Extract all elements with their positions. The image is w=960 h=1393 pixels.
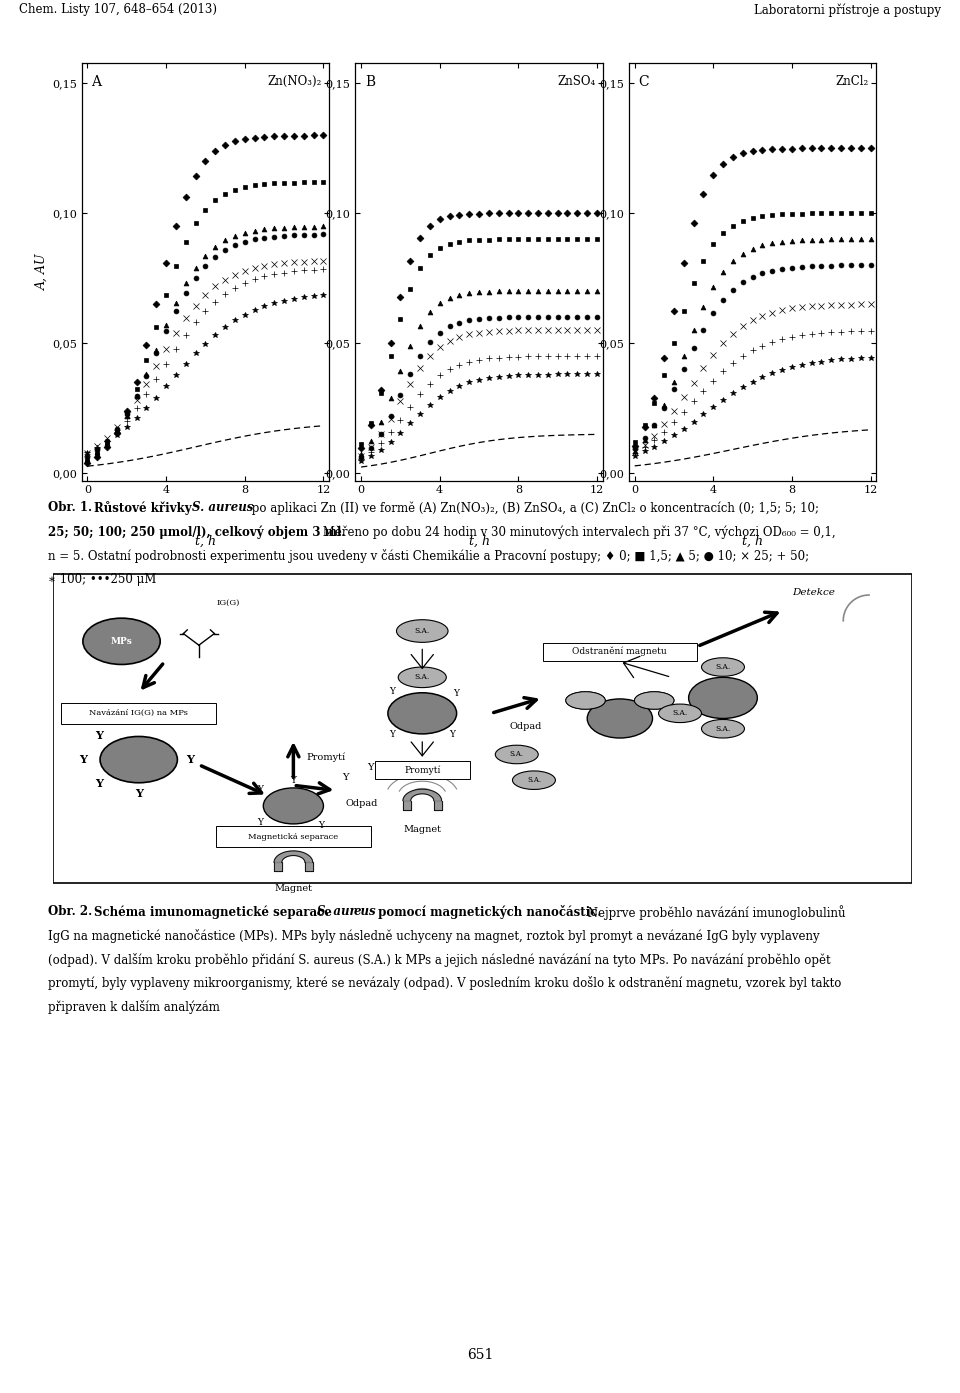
Text: (odpad). V dalším kroku proběhlo přidání S. aureus (S.A.) k MPs a jejich následn: (odpad). V dalším kroku proběhlo přidání… xyxy=(48,953,830,967)
Text: Y: Y xyxy=(342,773,348,783)
Text: 25; 50; 100; 250 μmol/l), celkový objem 3 ml.: 25; 50; 100; 250 μmol/l), celkový objem … xyxy=(48,525,346,539)
Ellipse shape xyxy=(635,692,674,709)
Circle shape xyxy=(83,618,160,664)
Text: Laboratorni přístroje a postupy: Laboratorni přístroje a postupy xyxy=(754,3,941,17)
Text: Růstové křivky: Růstové křivky xyxy=(94,501,196,515)
Text: pomocí magnetických nanočástic.: pomocí magnetických nanočástic. xyxy=(374,905,602,919)
Text: Y: Y xyxy=(290,776,297,784)
Text: Y: Y xyxy=(449,730,456,740)
Text: Y: Y xyxy=(318,820,324,830)
Polygon shape xyxy=(403,801,411,809)
Text: Y: Y xyxy=(368,763,374,772)
Circle shape xyxy=(263,788,324,823)
Text: S.A.: S.A. xyxy=(527,776,541,784)
Bar xyxy=(216,826,371,847)
Text: připraven k dalším analýzám: připraven k dalším analýzám xyxy=(48,1000,220,1014)
Ellipse shape xyxy=(702,657,744,676)
Text: eus: eus xyxy=(353,905,376,918)
Ellipse shape xyxy=(398,667,446,688)
Text: ZnCl₂: ZnCl₂ xyxy=(836,75,869,88)
Text: Y: Y xyxy=(186,754,194,765)
Text: Y: Y xyxy=(389,730,395,740)
Circle shape xyxy=(688,677,757,719)
Text: Y: Y xyxy=(134,787,143,798)
Text: Odpad: Odpad xyxy=(509,722,541,731)
Ellipse shape xyxy=(565,692,605,709)
Ellipse shape xyxy=(702,720,744,738)
Text: S. aureus: S. aureus xyxy=(192,501,253,514)
Text: Magnetická separace: Magnetická separace xyxy=(249,833,339,841)
Text: S. aur: S. aur xyxy=(317,905,355,918)
Bar xyxy=(61,703,216,723)
Text: t, h: t, h xyxy=(468,535,490,547)
Text: S.A.: S.A. xyxy=(715,663,731,671)
Text: Odpad: Odpad xyxy=(346,800,378,808)
Polygon shape xyxy=(274,862,282,872)
Text: po aplikaci Zn (II) ve formě (A) Zn(NO₃)₂, (B) ZnSO₄, a (C) ZnCl₂ o koncentracíc: po aplikaci Zn (II) ve formě (A) Zn(NO₃)… xyxy=(248,501,819,515)
Text: Schéma imunomagnetické separace: Schéma imunomagnetické separace xyxy=(94,905,336,919)
Circle shape xyxy=(588,699,653,738)
Text: A: A xyxy=(91,75,102,89)
Text: IG(G): IG(G) xyxy=(216,599,239,607)
Y-axis label: A, AU: A, AU xyxy=(36,254,49,290)
Text: Měřeno po dobu 24 hodin v 30 minutových intervalech při 37 °C, výchozi OD₆₀₀ = 0: Měřeno po dobu 24 hodin v 30 minutových … xyxy=(319,525,835,539)
Text: Y: Y xyxy=(257,818,263,827)
Text: t, h: t, h xyxy=(195,535,216,547)
Text: Y: Y xyxy=(389,687,395,696)
Circle shape xyxy=(100,737,178,783)
Polygon shape xyxy=(403,790,442,801)
Bar xyxy=(375,761,469,779)
Ellipse shape xyxy=(659,703,702,723)
Text: Y: Y xyxy=(453,688,459,698)
Text: S.A.: S.A. xyxy=(715,724,731,733)
Text: Y: Y xyxy=(257,784,263,794)
Text: 651: 651 xyxy=(467,1348,493,1362)
Text: ZnSO₄: ZnSO₄ xyxy=(557,75,595,88)
Text: C: C xyxy=(638,75,649,89)
Circle shape xyxy=(388,692,457,734)
Text: Detekce: Detekce xyxy=(792,588,834,598)
Text: Odstranění magnetu: Odstranění magnetu xyxy=(572,646,667,656)
Text: Y: Y xyxy=(79,754,86,765)
Text: promytí, byly vyplaveny mikroorganismy, které se nevázaly (odpad). V posledním k: promytí, byly vyplaveny mikroorganismy, … xyxy=(48,976,841,990)
Text: IgG na magnetické nanočástice (MPs). MPs byly následně uchyceny na magnet, rozto: IgG na magnetické nanočástice (MPs). MPs… xyxy=(48,929,820,943)
Text: Magnet: Magnet xyxy=(403,825,442,833)
Ellipse shape xyxy=(565,692,605,709)
Polygon shape xyxy=(305,862,313,872)
Text: n = 5. Ostatní podrobnosti experimentu jsou uvedeny v části Chemikálie a Pracovn: n = 5. Ostatní podrobnosti experimentu j… xyxy=(48,549,809,563)
Text: t, h: t, h xyxy=(742,535,763,547)
Ellipse shape xyxy=(513,770,556,790)
Text: B: B xyxy=(365,75,375,89)
Text: Obr. 1.: Obr. 1. xyxy=(48,501,96,514)
Text: S.A.: S.A. xyxy=(415,627,430,635)
Text: S.A.: S.A. xyxy=(415,673,430,681)
Text: S.A.: S.A. xyxy=(510,751,524,758)
Text: Navázání IG(G) na MPs: Navázání IG(G) na MPs xyxy=(89,709,188,717)
Ellipse shape xyxy=(396,620,448,642)
Text: Chem. Listy 107, 648–654 (2013): Chem. Listy 107, 648–654 (2013) xyxy=(19,3,217,17)
Text: Zn(NO₃)₂: Zn(NO₃)₂ xyxy=(268,75,322,88)
Polygon shape xyxy=(274,851,313,862)
Text: Promytí: Promytí xyxy=(306,752,346,762)
Ellipse shape xyxy=(635,692,674,709)
Text: Obr. 2.: Obr. 2. xyxy=(48,905,96,918)
Text: Promytí: Promytí xyxy=(404,765,441,775)
Polygon shape xyxy=(434,801,442,809)
Ellipse shape xyxy=(495,745,539,763)
Text: MPs: MPs xyxy=(110,637,132,646)
Text: Y: Y xyxy=(95,730,104,741)
Text: Y: Y xyxy=(95,777,104,788)
Text: Nejprve proběhlo navázání imunoglobulinů: Nejprve proběhlo navázání imunoglobulinů xyxy=(584,905,845,921)
Bar xyxy=(542,642,697,660)
Text: ∗ 100; •••250 μM: ∗ 100; •••250 μM xyxy=(48,573,156,585)
Text: Magnet: Magnet xyxy=(275,883,312,893)
Text: S.A.: S.A. xyxy=(672,709,687,717)
